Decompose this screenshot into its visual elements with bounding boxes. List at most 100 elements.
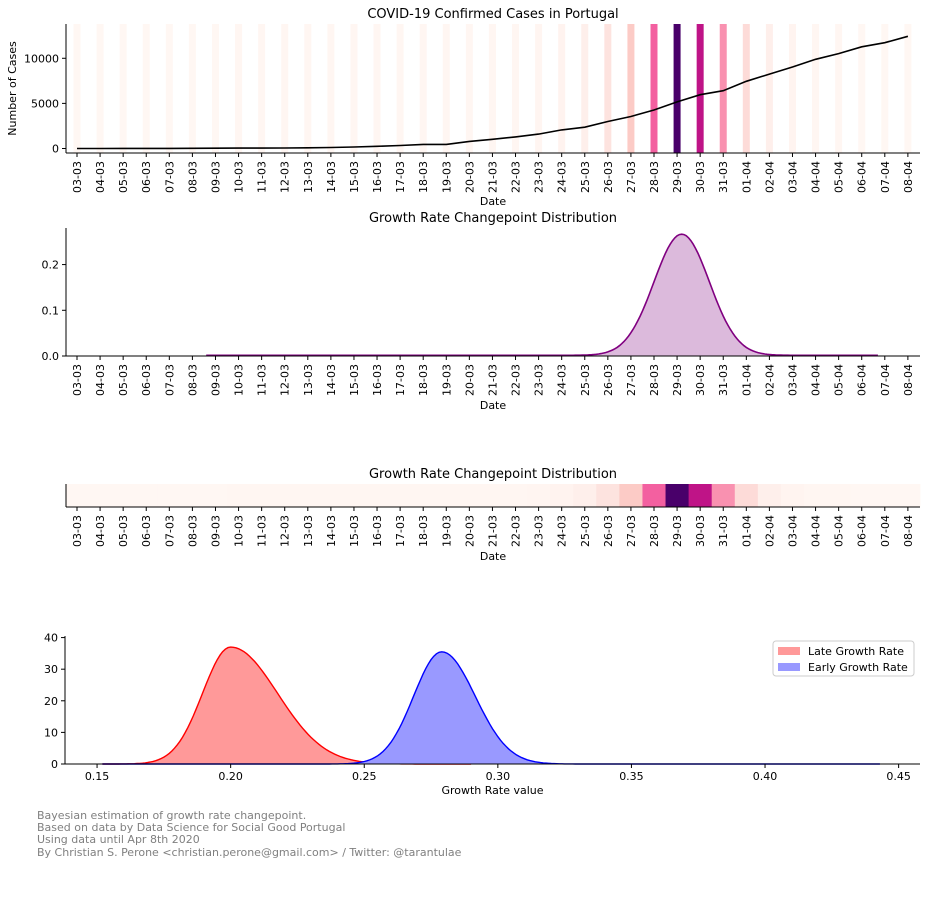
x-tick-label: 08-03: [186, 161, 199, 193]
heatmap-cell: [734, 484, 759, 507]
x-tick-label: 09-03: [209, 515, 222, 547]
y-tick-label: 5000: [31, 97, 59, 110]
x-tick-label: 08-04: [902, 364, 915, 396]
changepoint-bar: [488, 24, 496, 153]
changepoint-bar: [419, 24, 427, 153]
density-line: [206, 233, 878, 357]
x-tick-label: 08-04: [902, 515, 915, 547]
x-tick-label: 25-03: [579, 515, 592, 547]
x-tick-label: 12-03: [279, 364, 292, 396]
x-tick-label: 05-04: [833, 161, 846, 193]
x-tick-label: 14-03: [325, 515, 338, 547]
changepoint-bar: [281, 24, 289, 153]
x-tick-label: 09-03: [209, 161, 222, 193]
changepoint-bar: [765, 24, 773, 153]
changepoint-bar: [142, 24, 150, 153]
x-tick-label: 03-03: [71, 161, 84, 193]
x-tick-label: 13-03: [302, 515, 315, 547]
changepoint-bar: [719, 24, 727, 153]
heatmap-cell: [342, 484, 366, 507]
heatmap-cell: [203, 484, 228, 507]
y-tick-label: 0: [52, 142, 59, 155]
heatmap-cell: [434, 484, 459, 507]
y-tick-label: 0.0: [42, 350, 60, 363]
legend: Late Growth Rate Early Growth Rate: [772, 640, 915, 677]
x-tick-label: 19-03: [440, 161, 453, 193]
changepoint-bar: [211, 24, 219, 153]
x-tick-label: 11-03: [256, 515, 269, 547]
changepoint-bar: [165, 24, 173, 153]
x-tick-label: 21-03: [486, 364, 499, 396]
y-tick-label: 20: [44, 695, 58, 708]
x-tick-label: 10-03: [233, 515, 246, 547]
x-tick-label: 20-03: [463, 515, 476, 547]
x-tick-label: 05-04: [833, 515, 846, 547]
x-tick-label: 10-03: [233, 161, 246, 193]
x-tick-label: 04-03: [94, 161, 107, 193]
changepoint-bar: [835, 24, 843, 153]
x-tick-label: 18-03: [417, 364, 430, 396]
heatmap-cell: [480, 484, 505, 507]
x-tick-label: 03-04: [786, 515, 799, 547]
x-tick-label: 11-03: [256, 161, 269, 193]
x-tick-label: 10-03: [233, 364, 246, 396]
x-tick-label: 0.45: [886, 770, 911, 783]
x-tick-label: 28-03: [648, 364, 661, 396]
x-tick-label: 24-03: [556, 515, 569, 547]
x-tick-label: 29-03: [671, 161, 684, 193]
legend-label: Early Growth Rate: [808, 661, 908, 674]
x-tick-label: 06-04: [856, 515, 869, 547]
changepoint-bar: [304, 24, 312, 153]
changepoint-bar: [650, 24, 658, 153]
changepoint-bar: [350, 24, 358, 153]
x-tick-label: 27-03: [625, 364, 638, 396]
y-axis-label: Number of Cases: [6, 41, 19, 136]
x-tick-label: 05-03: [117, 364, 130, 396]
changepoint-bar: [327, 24, 335, 153]
changepoint-bar: [581, 24, 589, 153]
x-tick-label: 17-03: [394, 161, 407, 193]
x-tick-label: 03-03: [71, 364, 84, 396]
x-tick-label: 07-04: [879, 161, 892, 193]
heatmap-cell: [665, 484, 690, 507]
heatmap-cell: [780, 484, 805, 507]
heatmap-cell: [503, 484, 528, 507]
x-tick-label: 0.40: [753, 770, 778, 783]
x-tick-label: 01-04: [740, 161, 753, 193]
x-tick-label: 20-03: [463, 364, 476, 396]
y-tick-label: 0: [51, 758, 58, 771]
legend-swatch: [778, 663, 800, 671]
changepoint-bar: [396, 24, 404, 153]
heatmap-cell: [388, 484, 413, 507]
x-tick-label: 07-03: [163, 515, 176, 547]
x-tick-label: 12-03: [279, 161, 292, 193]
x-tick-label: 24-03: [556, 364, 569, 396]
changepoint-bar: [627, 24, 635, 153]
cases-chart: 0 5000 10000 Number of Cases COVID-19 Confir…: [6, 7, 920, 208]
changepoint-bar: [742, 24, 750, 153]
x-tick-label: 17-03: [394, 515, 407, 547]
series-area: [102, 651, 880, 764]
changepoint-bar: [881, 24, 889, 153]
heatmap-cell: [88, 484, 113, 507]
x-tick-label: 22-03: [510, 161, 523, 193]
x-axis-label: Date: [480, 550, 507, 563]
density-area: [206, 234, 878, 356]
growth-rate-chart: 0 10 20 30 40 0.15 0.20 0.25 0.30 0.35 0.40 0.45 Gro…: [44, 632, 920, 797]
x-tick-label: 0.35: [619, 770, 644, 783]
heatmap-cell: [134, 484, 159, 507]
x-tick-label: 31-03: [717, 515, 730, 547]
x-tick-label: 0.25: [352, 770, 377, 783]
x-tick-label: 23-03: [533, 364, 546, 396]
x-tick-label: 04-04: [810, 161, 823, 193]
heatmap-cell: [619, 484, 643, 507]
x-tick-label: 11-03: [256, 364, 269, 396]
heatmap-cell: [319, 484, 343, 507]
x-tick-label: 15-03: [348, 515, 361, 547]
x-tick-label: 02-04: [763, 515, 776, 547]
heatmap-cell: [457, 484, 482, 507]
x-tick-label: 04-03: [94, 515, 107, 547]
x-tick-label: 17-03: [394, 364, 407, 396]
x-tick-label: 06-04: [856, 161, 869, 193]
